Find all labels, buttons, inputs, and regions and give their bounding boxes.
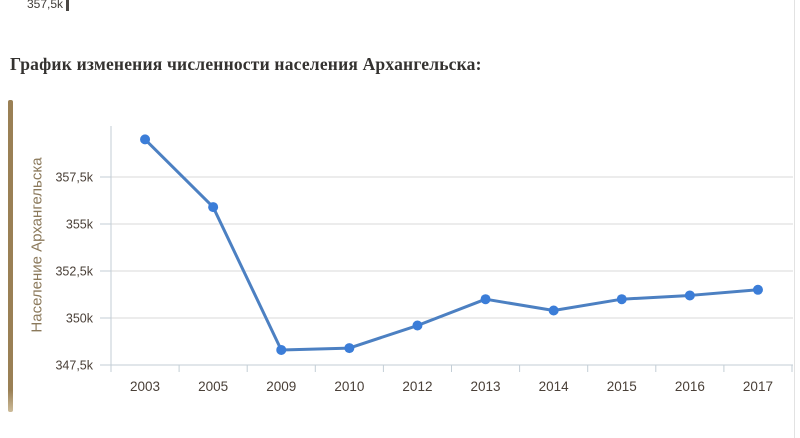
- clipped-axis-line-fragment: [66, 0, 69, 11]
- y-tick-label: 355k: [66, 218, 94, 232]
- x-tick-label: 2009: [266, 379, 296, 394]
- data-point[interactable]: [412, 320, 423, 331]
- x-tick-label: 2014: [539, 379, 570, 394]
- clipped-axis-label-fragment: 357,5k: [27, 0, 64, 11]
- y-tick-label: 350k: [66, 312, 94, 326]
- data-point[interactable]: [752, 284, 763, 295]
- y-tick-label: 357,5k: [55, 171, 93, 185]
- data-point[interactable]: [276, 344, 287, 355]
- x-tick-label: 2005: [198, 379, 228, 394]
- x-tick-label: 2015: [607, 379, 637, 394]
- data-point[interactable]: [208, 202, 219, 213]
- y-tick-label: 347,5k: [55, 359, 93, 373]
- y-tick-label: 352,5k: [55, 265, 93, 279]
- x-tick-label: 2003: [130, 379, 160, 394]
- x-tick-label: 2010: [334, 379, 364, 394]
- accent-bar: [8, 100, 13, 412]
- x-tick-label: 2012: [402, 379, 432, 394]
- data-point[interactable]: [480, 294, 491, 305]
- data-point[interactable]: [344, 343, 355, 354]
- x-tick-label: 2016: [675, 379, 705, 394]
- data-point[interactable]: [616, 294, 627, 305]
- page-border-right: [794, 0, 795, 438]
- x-tick-label: 2013: [471, 379, 501, 394]
- series-line: [143, 137, 760, 352]
- data-point[interactable]: [684, 290, 695, 301]
- page-title: График изменения численности населения А…: [10, 54, 482, 74]
- x-tick-label: 2017: [743, 379, 773, 394]
- data-point[interactable]: [548, 305, 559, 316]
- data-point[interactable]: [140, 134, 151, 145]
